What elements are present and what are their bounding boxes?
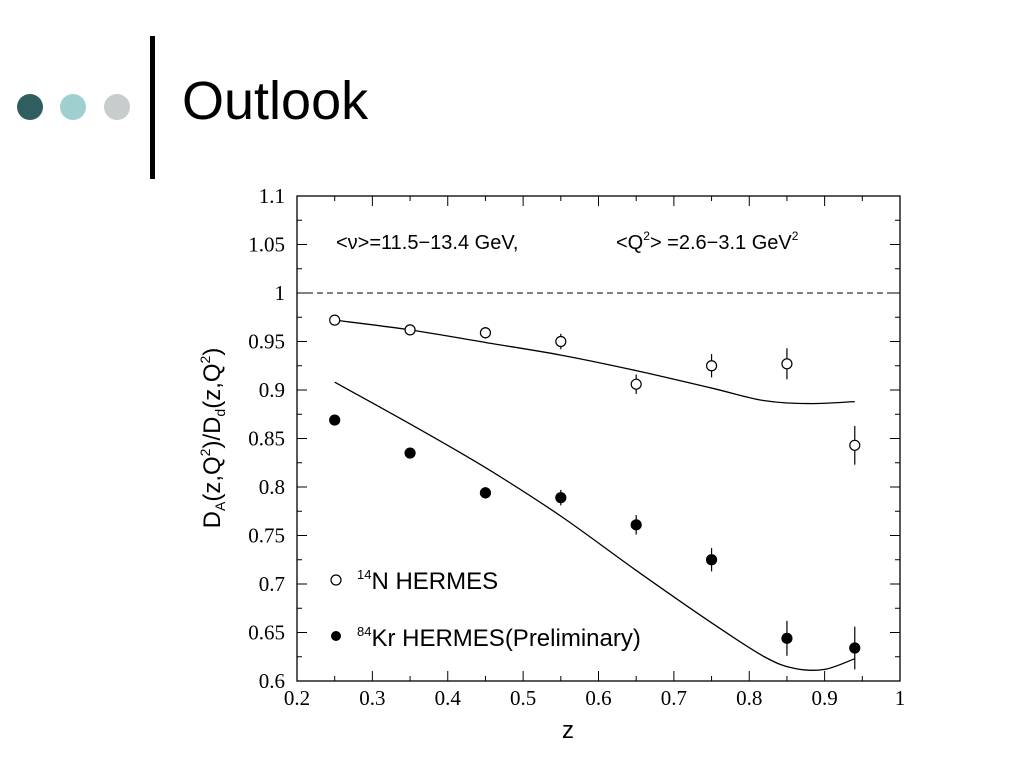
y-tick-label: 1.05	[248, 233, 285, 257]
x-tick-label: 0.4	[435, 686, 462, 710]
x-tick-label: 0.6	[585, 686, 611, 710]
data-point-kr	[705, 554, 718, 566]
y-tick-label: 0.7	[259, 572, 285, 596]
legend-marker-kr	[331, 631, 341, 641]
data-point-n	[479, 327, 492, 339]
y-tick-label: 0.6	[259, 669, 285, 693]
x-tick-label: 0.8	[736, 686, 762, 710]
data-point-kr	[404, 447, 416, 459]
data-point-kr	[479, 487, 492, 499]
title-bullet-dot-3	[104, 94, 130, 120]
data-point-n	[705, 360, 718, 372]
y-tick-label: 0.95	[248, 330, 285, 354]
legend-label-kr: 84Kr HERMES(Preliminary)	[357, 624, 641, 652]
title-bullet-dot-1	[17, 94, 43, 120]
title-divider	[150, 36, 155, 179]
x-tick-label: 0.3	[359, 686, 385, 710]
y-tick-label: 1.1	[259, 184, 285, 208]
y-tick-label: 0.85	[248, 427, 285, 451]
data-point-kr	[781, 632, 793, 644]
title-bullet-dot-2	[60, 94, 86, 120]
x-tick-label: 0.9	[812, 686, 838, 710]
legend-marker-n	[330, 574, 342, 586]
model-curve-kr	[334, 381, 855, 671]
data-point-kr	[630, 519, 642, 531]
x-axis-label: z	[562, 717, 574, 744]
plot-frame	[296, 195, 901, 682]
data-point-n	[630, 378, 642, 390]
annotation-nu: <ν>=11.5−13.4 GeV,	[336, 232, 518, 254]
y-axis-label: DA(z,Q2)/Dd(z,Q2)	[197, 348, 228, 529]
annotation-q2: <Q2> =2.6−3.1 GeV2	[616, 229, 799, 254]
data-point-n	[849, 439, 861, 451]
x-tick-label: 1	[895, 686, 906, 710]
y-tick-label: 1	[275, 281, 286, 305]
data-point-n	[329, 314, 341, 326]
x-tick-label: 0.5	[510, 686, 536, 710]
data-point-n	[404, 324, 416, 336]
data-point-n	[781, 358, 793, 370]
legend-label-n: 14N HERMES	[357, 567, 498, 595]
data-point-n	[555, 335, 567, 348]
data-point-kr	[329, 414, 341, 426]
y-tick-label: 0.65	[248, 621, 285, 645]
x-tick-label: 0.7	[661, 686, 687, 710]
slide-title: Outlook	[182, 71, 369, 131]
data-point-kr	[555, 492, 567, 504]
y-tick-label: 0.75	[248, 524, 285, 548]
model-curve-n	[334, 319, 855, 405]
y-tick-label: 0.9	[259, 378, 285, 402]
y-tick-label: 0.8	[259, 475, 285, 499]
x-tick-label: 0.2	[284, 686, 310, 710]
data-point-kr	[849, 642, 861, 654]
